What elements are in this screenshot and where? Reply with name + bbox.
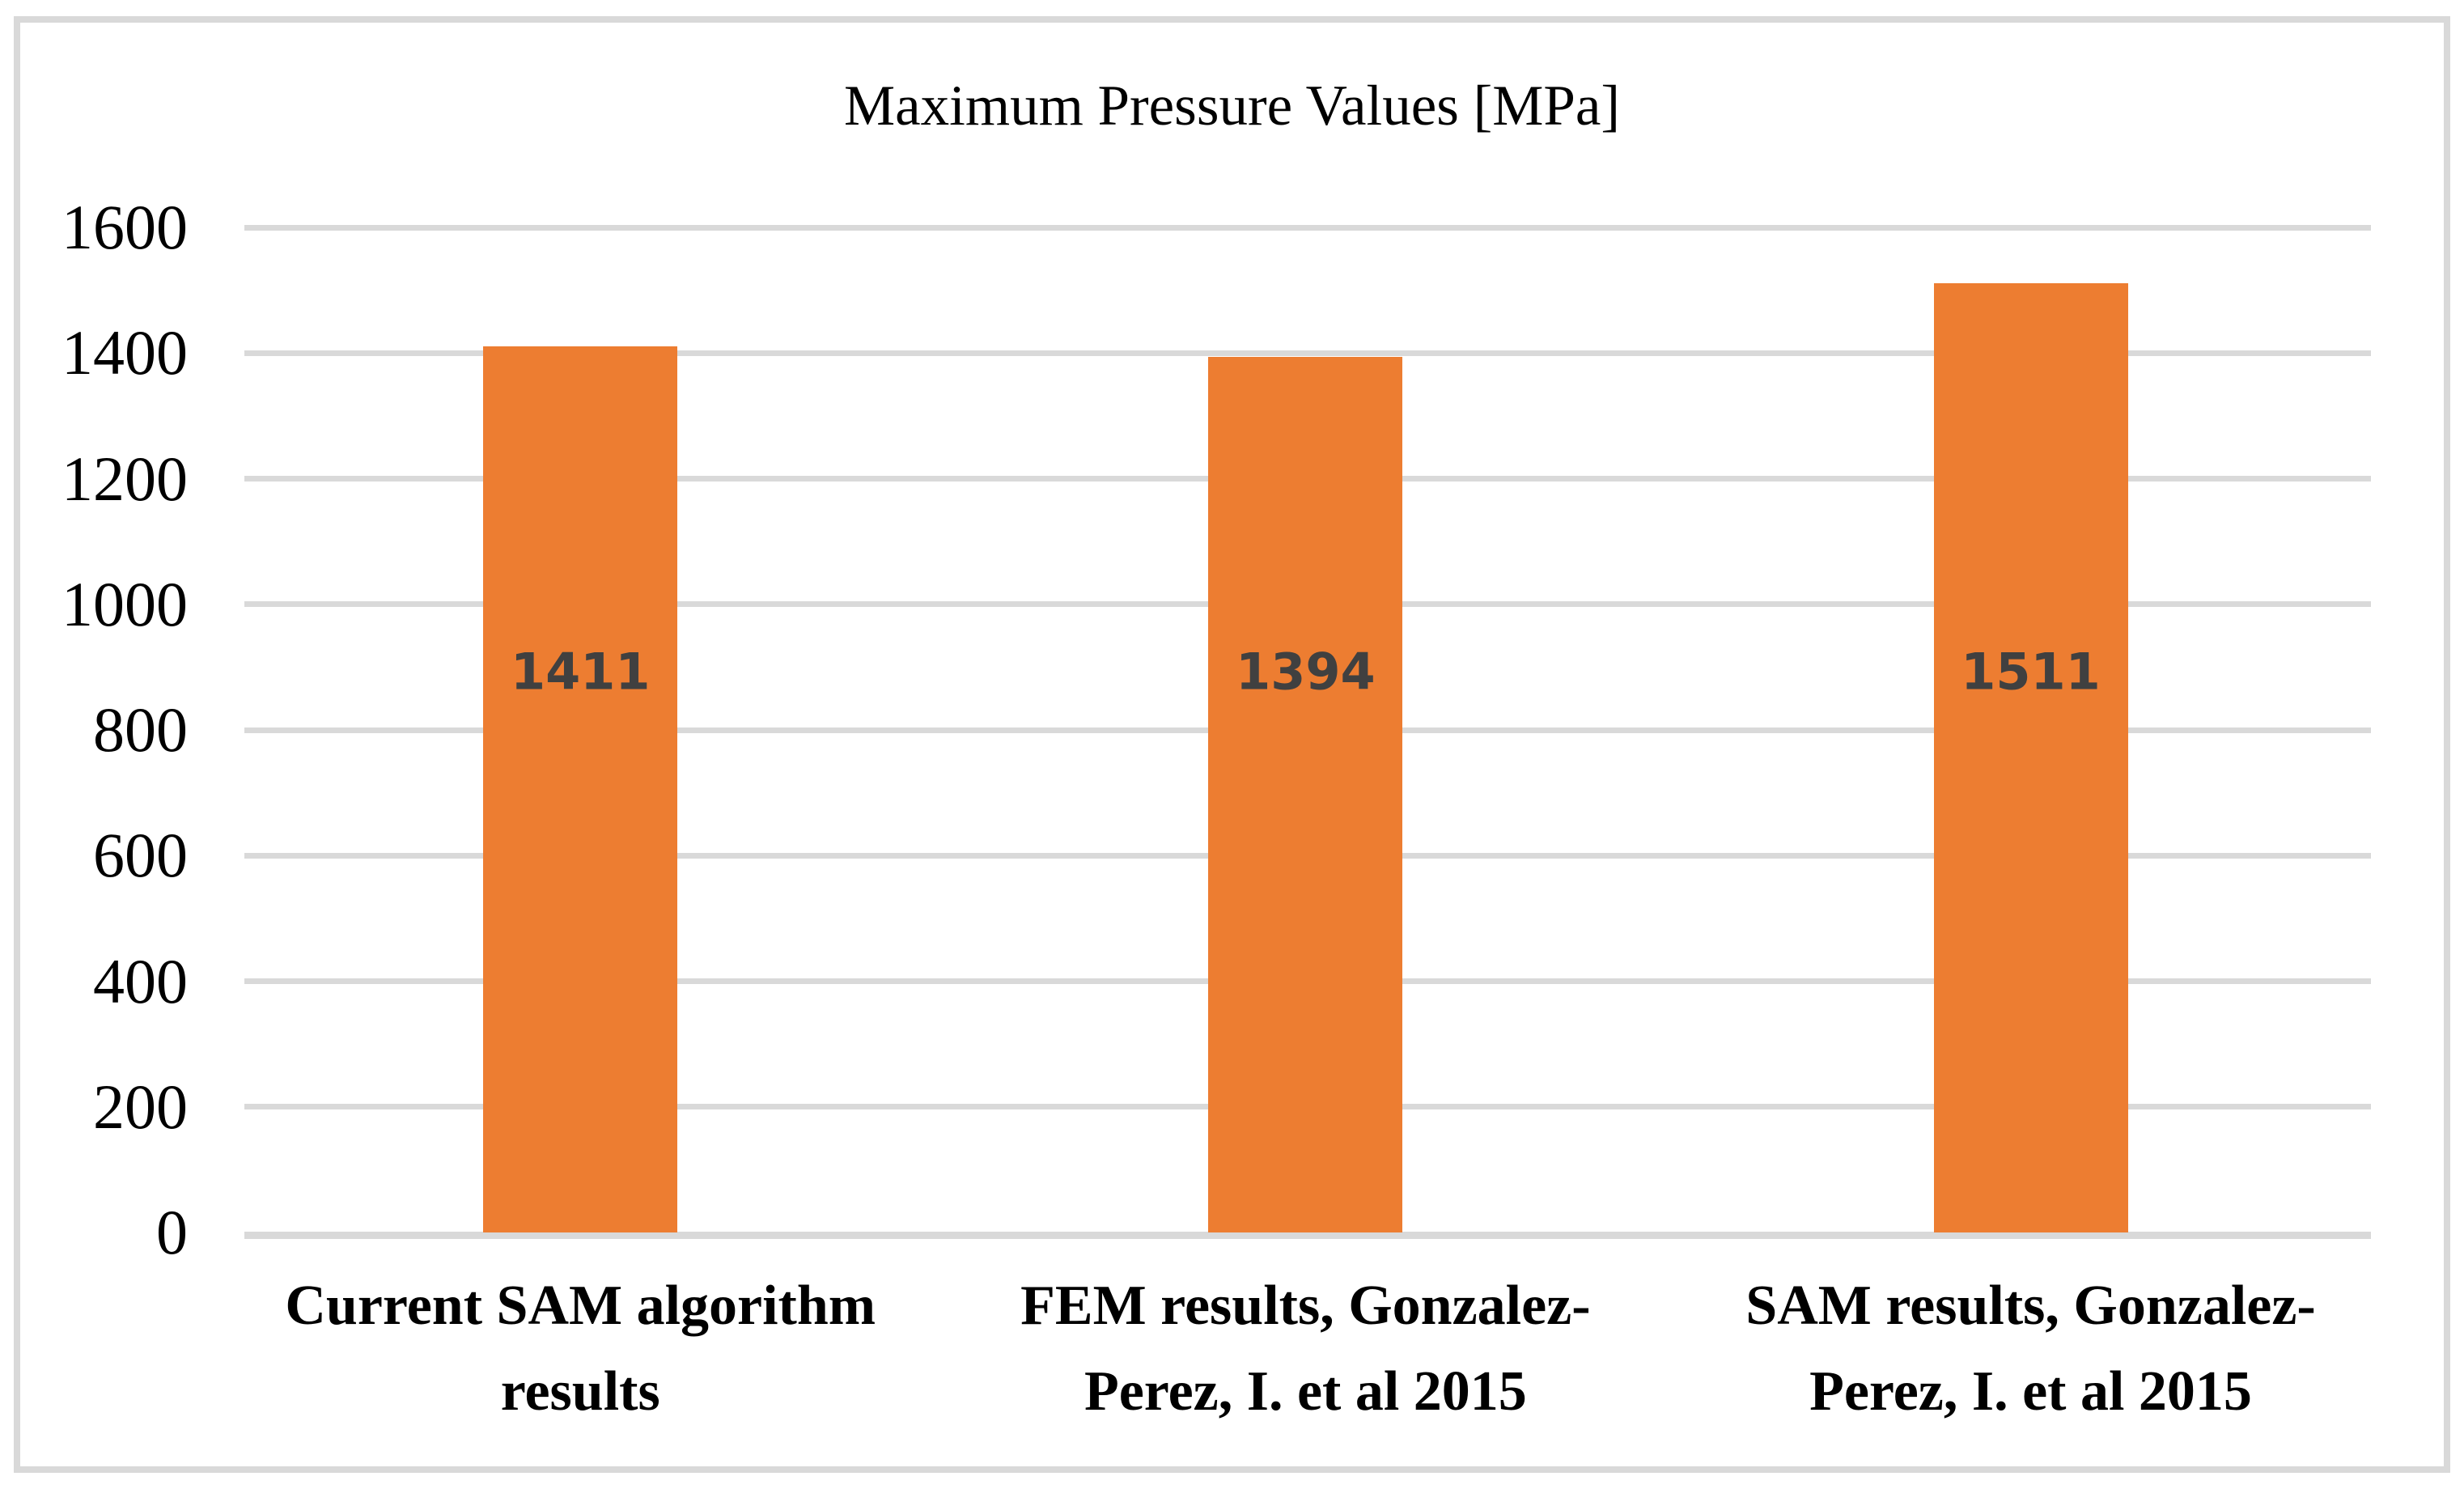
y-axis-tick-label: 600 (93, 820, 188, 891)
y-axis-tick-label: 0 (156, 1197, 188, 1267)
y-axis-tick-label: 1400 (61, 317, 188, 388)
bar-value-label: 1511 (1961, 642, 2101, 702)
y-axis-tick-label: 200 (93, 1071, 188, 1142)
y-axis-tick-label: 1000 (61, 568, 188, 639)
gridline (244, 350, 2371, 356)
x-axis-baseline (244, 1232, 2371, 1239)
gridline (244, 224, 2371, 231)
x-axis-category-label: Current SAM algorithm results (285, 1275, 876, 1423)
y-axis-tick-label: 400 (93, 945, 188, 1016)
chart-title: Maximum Pressure Values [MPa] (843, 74, 1621, 138)
bar (1933, 283, 2128, 1232)
x-axis-category-label: FEM results, Gonzalez-Perez, I. et al 20… (1020, 1275, 1591, 1423)
bar (1208, 356, 1403, 1232)
y-axis-tick-label: 1600 (61, 192, 188, 262)
plot-area: 0 200 400 600 800 1000 1200 1400 1600 1411 Current… (61, 192, 2371, 1423)
bar-value-label: 1394 (1236, 642, 1376, 702)
y-axis-tick-label: 800 (93, 694, 188, 765)
bar (483, 346, 678, 1232)
bar-value-label: 1411 (510, 642, 651, 702)
x-axis-category-label: SAM results, Gonzalez-Perez, I. et al 20… (1745, 1275, 2316, 1423)
y-axis-tick-label: 1200 (61, 443, 188, 514)
